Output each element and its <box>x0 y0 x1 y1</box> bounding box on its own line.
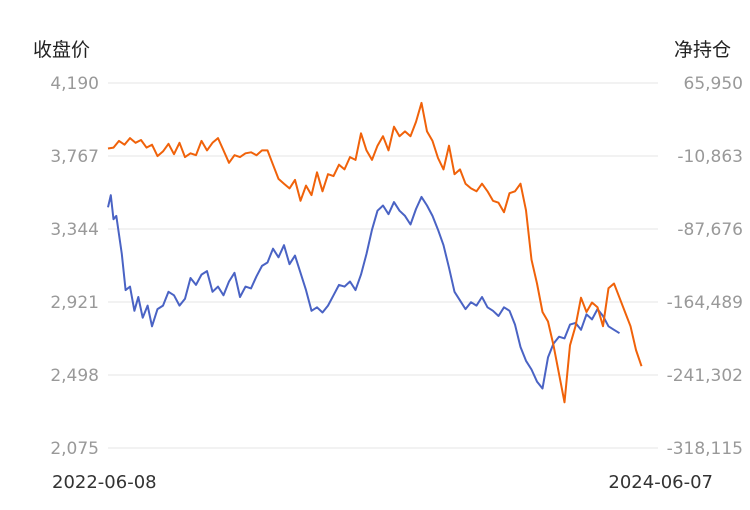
right-tick-label-4: -10,863 <box>677 147 743 167</box>
left-tick-label-2: 2,921 <box>50 293 99 313</box>
left-tick-label-3: 3,344 <box>50 220 99 240</box>
right-tick-label-2: -164,489 <box>667 293 743 313</box>
right-axis-ticks: -318,115 -241,302 -164,489 -87,676 -10,863 65… <box>667 74 743 459</box>
net-position-line <box>107 101 643 404</box>
close-price-line <box>107 194 621 390</box>
left-axis-ticks: 2,075 2,498 2,921 3,344 3,767 4,190 <box>50 74 99 459</box>
right-tick-label-1: -241,302 <box>667 366 743 386</box>
x-end-label: 2024-06-07 <box>608 472 713 493</box>
right-tick-label-5: 65,950 <box>684 74 743 94</box>
right-axis-title: 净持仓 <box>674 39 731 61</box>
left-tick-label-4: 3,767 <box>50 147 99 167</box>
right-tick-label-3: -87,676 <box>677 220 743 240</box>
left-tick-label-5: 4,190 <box>50 74 99 94</box>
x-start-label: 2022-06-08 <box>52 472 157 493</box>
left-tick-label-0: 2,075 <box>50 439 99 459</box>
left-axis-title: 收盘价 <box>33 39 90 61</box>
left-tick-label-1: 2,498 <box>50 366 99 386</box>
series-lines <box>107 101 643 404</box>
grid-lines <box>108 82 658 449</box>
right-tick-label-0: -318,115 <box>667 439 743 459</box>
